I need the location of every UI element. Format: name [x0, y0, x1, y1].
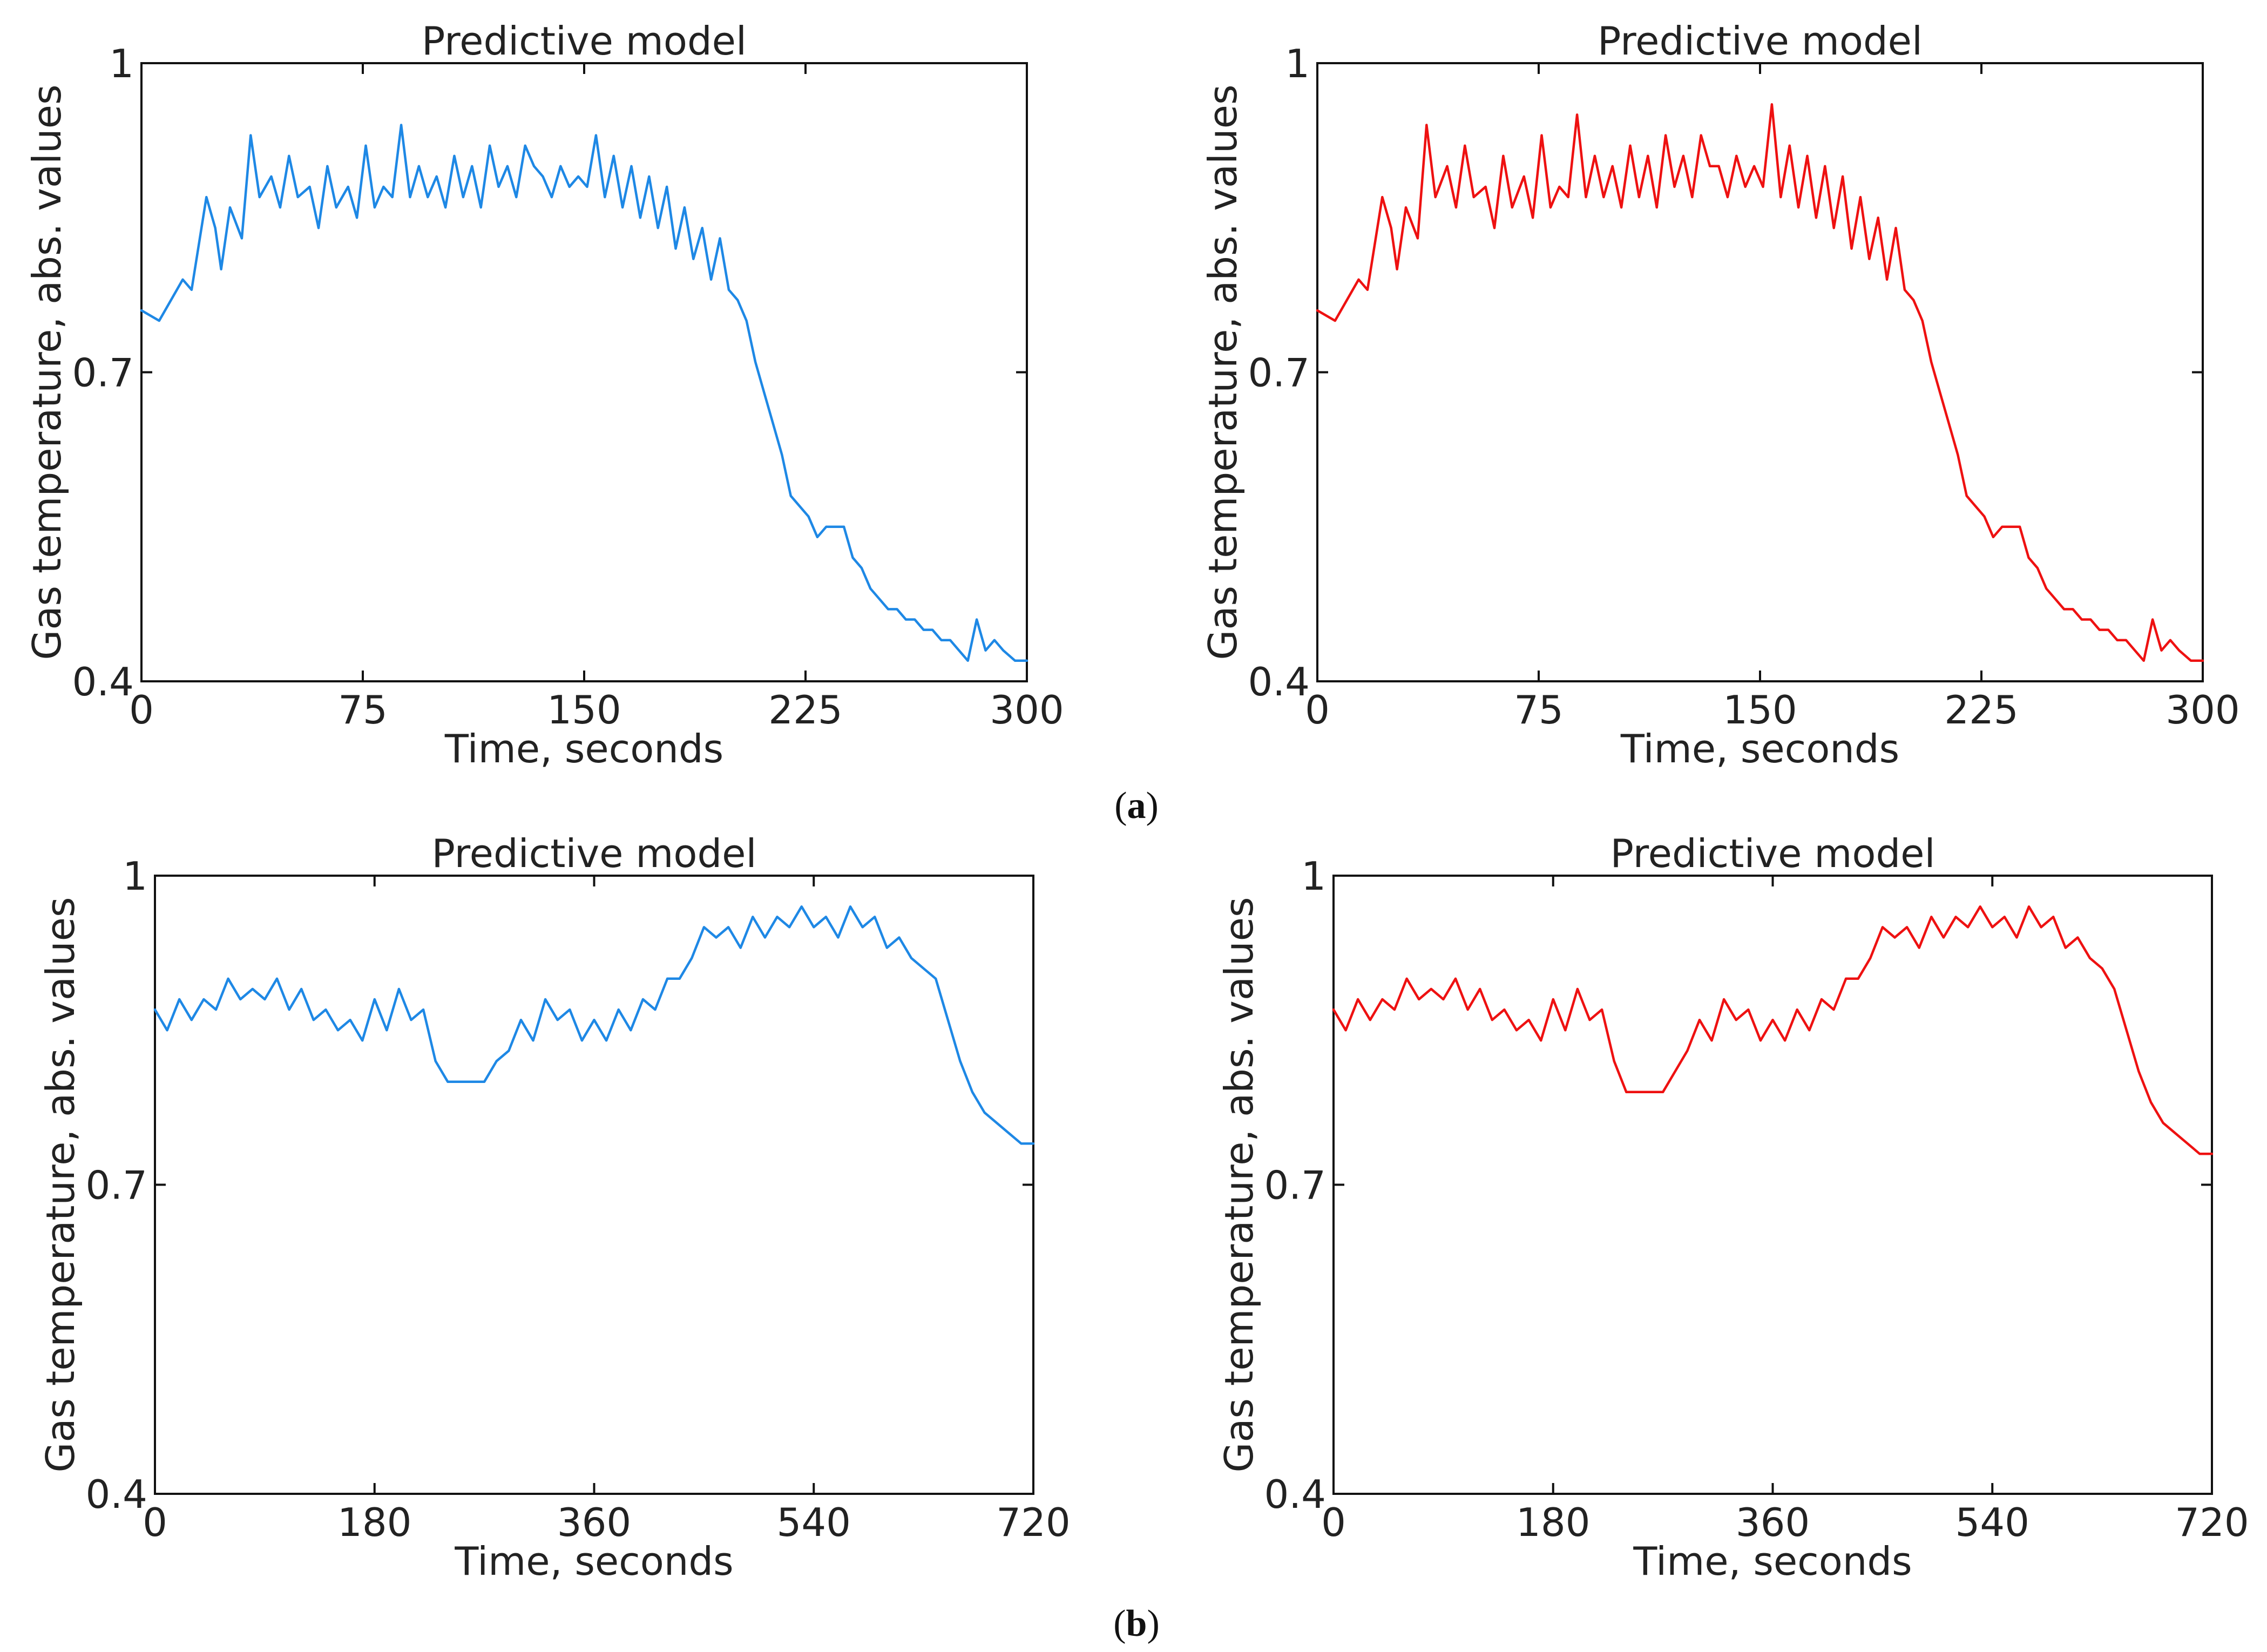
chart-4-xtick-label-0: 0 [1321, 1500, 1346, 1545]
chart-2-ytick-label-0: 0.4 [1248, 659, 1310, 705]
chart-1-xtick-label-4: 300 [990, 687, 1064, 733]
chart-1-ytick-label-0: 0.4 [72, 659, 134, 705]
chart-3-xtick-label-0: 0 [143, 1500, 167, 1545]
chart-2-x-axis-label: Time, seconds [1620, 726, 1899, 771]
chart-3-xtick-label-2: 360 [557, 1500, 631, 1545]
chart-1-ytick-label-1: 0.7 [72, 350, 134, 396]
chart-3-xtick-label-1: 180 [337, 1500, 411, 1545]
chart-1-x-axis-label: Time, seconds [444, 726, 723, 771]
subfigure-label-b: (b) [1113, 1603, 1160, 1644]
label-b-open: ( [1113, 1603, 1126, 1644]
chart-4-xtick-label-3: 540 [1955, 1500, 2029, 1545]
chart-3-ytick-label-2: 1 [123, 854, 147, 899]
chart-1-ytick-label-2: 1 [109, 41, 134, 86]
chart-4-x-axis-label: Time, seconds [1633, 1539, 1912, 1584]
chart-1-title: Predictive model [422, 18, 747, 64]
chart-2-xtick-label-0: 0 [1305, 687, 1330, 733]
chart-1: 0 75 150 225 300 0.4 0.7 1 Predictive model Time,… [24, 18, 1064, 771]
label-b-close: ) [1147, 1603, 1159, 1644]
chart-2-plot-frame [1316, 62, 2204, 682]
chart-2-ytick-label-2: 1 [1285, 41, 1310, 86]
chart-2-title: Predictive model [1598, 18, 1923, 64]
chart-4-title: Predictive model [1610, 831, 1936, 876]
chart-2: 0 75 150 225 300 0.4 0.7 1 Predictive model Time,… [1200, 18, 2240, 771]
label-b-letter: b [1126, 1603, 1147, 1644]
chart-4-ytick-label-1: 0.7 [1264, 1163, 1326, 1208]
chart-4-xtick-label-2: 360 [1736, 1500, 1810, 1545]
chart-1-y-axis-label: Gas temperature, abs. values [24, 85, 70, 660]
subfigure-label-a: (a) [1114, 785, 1159, 827]
chart-4-y-axis-label: Gas temperature, abs. values [1216, 897, 1262, 1473]
chart-2-xtick-label-1: 75 [1514, 687, 1564, 733]
chart-4-ytick-label-2: 1 [1301, 854, 1326, 899]
chart-3-y-axis-label: Gas temperature, abs. values [38, 897, 83, 1473]
chart-4-plot-frame [1332, 875, 2213, 1495]
chart-3-ytick-label-0: 0.4 [85, 1472, 147, 1517]
chart-1-xtick-label-2: 150 [547, 687, 621, 733]
chart-3-xtick-label-4: 720 [996, 1500, 1070, 1545]
chart-1-xtick-label-0: 0 [129, 687, 154, 733]
chart-3-title: Predictive model [432, 831, 757, 876]
chart-3: 0 180 360 540 720 0.4 0.7 1 Predictive model Time… [38, 831, 1071, 1584]
chart-3-ytick-label-1: 0.7 [85, 1163, 147, 1208]
chart-1-series-line [140, 124, 1028, 662]
chart-2-series-line [1316, 103, 2204, 662]
chart-4-xtick-label-1: 180 [1516, 1500, 1590, 1545]
label-a-open: ( [1114, 785, 1127, 827]
chart-panels: 0 75 150 225 300 0.4 0.7 1 Predictive model Time,… [24, 18, 2249, 1584]
chart-2-xtick-label-3: 225 [1944, 687, 2018, 733]
label-a-letter: a [1127, 785, 1146, 827]
chart-3-series-line [153, 905, 1035, 1145]
chart-3-plot-frame [154, 875, 1034, 1495]
chart-2-xtick-label-4: 300 [2166, 687, 2239, 733]
chart-4: 0 180 360 540 720 0.4 0.7 1 Predictive model Time… [1216, 831, 2249, 1584]
chart-3-xtick-label-3: 540 [777, 1500, 851, 1545]
chart-4-xtick-label-4: 720 [2175, 1500, 2249, 1545]
chart-2-xtick-label-2: 150 [1723, 687, 1797, 733]
chart-4-ytick-label-0: 0.4 [1264, 1472, 1326, 1517]
chart-2-ytick-label-1: 0.7 [1248, 350, 1310, 396]
chart-2-y-axis-label: Gas temperature, abs. values [1200, 85, 1246, 660]
chart-1-xtick-label-1: 75 [338, 687, 388, 733]
label-a-close: ) [1146, 785, 1159, 827]
chart-1-plot-frame [140, 62, 1028, 682]
chart-3-x-axis-label: Time, seconds [454, 1539, 733, 1584]
chart-4-series-line [1332, 905, 2214, 1155]
chart-1-xtick-label-3: 225 [768, 687, 842, 733]
